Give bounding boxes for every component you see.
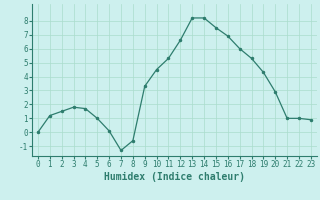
X-axis label: Humidex (Indice chaleur): Humidex (Indice chaleur) [104, 172, 245, 182]
